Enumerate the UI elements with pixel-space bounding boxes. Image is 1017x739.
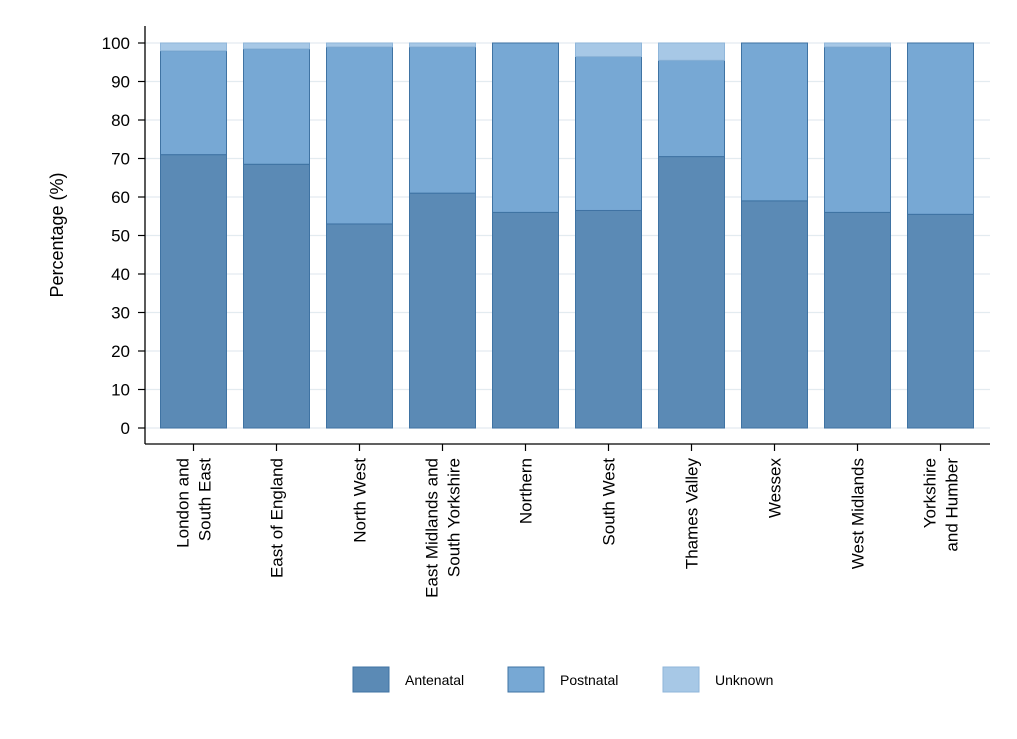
y-tick-label: 0	[121, 419, 130, 438]
bar-segment-postnatal	[243, 48, 310, 165]
bar-segment-antenatal	[824, 211, 891, 429]
y-tick-labels: 0 10 20 30 40 50 60 70 80 90 100	[102, 34, 130, 438]
bar-segment-antenatal	[907, 213, 974, 429]
bar-segment-antenatal	[492, 211, 559, 429]
bar-segment-unknown	[243, 42, 310, 50]
bar-segment-unknown	[326, 42, 393, 48]
bar-segment-antenatal	[658, 156, 725, 429]
bar-segment-postnatal	[160, 50, 227, 156]
legend-swatch-unknown	[662, 666, 700, 693]
bar-segment-antenatal	[160, 154, 227, 429]
x-category-label-line: South Yorkshire	[445, 458, 464, 577]
y-tick-label: 70	[111, 150, 130, 169]
x-category-label: Yorkshire and Humber	[921, 458, 962, 552]
y-tick-label: 80	[111, 111, 130, 130]
bar-segment-antenatal	[326, 223, 393, 429]
x-category-label: London and South East	[174, 458, 215, 548]
x-category-label: West Midlands	[849, 458, 868, 569]
bar-segment-postnatal	[575, 55, 642, 211]
y-axis-title: Percentage (%)	[47, 172, 67, 297]
y-tick-label: 90	[111, 73, 130, 92]
bar-segment-unknown	[658, 42, 725, 61]
x-category-label-line: and Humber	[943, 458, 962, 552]
y-tick-label: 20	[111, 342, 130, 361]
bar-segment-unknown	[575, 42, 642, 57]
axes	[138, 26, 990, 451]
y-tick-label: 60	[111, 188, 130, 207]
bar-segment-antenatal	[243, 163, 310, 429]
legend-swatch-postnatal	[507, 666, 545, 693]
bar-segment-postnatal	[492, 42, 559, 213]
x-category-label-line: East of England	[268, 458, 287, 578]
bar-segment-postnatal	[824, 46, 891, 213]
bar-segment-antenatal	[575, 209, 642, 429]
bars	[160, 42, 974, 429]
bar-segment-unknown	[160, 42, 227, 52]
bar-segment-postnatal	[658, 59, 725, 158]
bar-segment-postnatal	[907, 42, 974, 215]
y-tick-label: 30	[111, 304, 130, 323]
x-category-label: North West	[351, 458, 370, 543]
bar-segment-postnatal	[409, 46, 476, 194]
legend-swatch-antenatal	[352, 666, 390, 693]
bar-segment-unknown	[409, 42, 476, 48]
y-tick-label: 100	[102, 34, 130, 53]
x-category-label: Northern	[517, 458, 536, 524]
x-category-label-line: Thames Valley	[683, 458, 702, 570]
bar-segment-unknown	[824, 42, 891, 48]
x-category-label-line: East Midlands and	[423, 458, 442, 598]
y-tick-label: 40	[111, 265, 130, 284]
x-category-label-line: North West	[351, 458, 370, 543]
bar-segment-postnatal	[326, 46, 393, 225]
bar-segment-postnatal	[741, 42, 808, 202]
y-tick-label: 10	[111, 381, 130, 400]
x-category-label: Wessex	[766, 458, 785, 519]
x-category-label-line: Wessex	[766, 458, 785, 519]
x-category-label-line: London and	[174, 458, 193, 548]
legend-label-postnatal: Postnatal	[560, 672, 618, 688]
legend-label-antenatal: Antenatal	[405, 672, 464, 688]
x-category-label: South West	[600, 458, 619, 546]
x-category-label-line: South West	[600, 458, 619, 546]
x-category-label-line: Northern	[517, 458, 536, 524]
x-category-label: Thames Valley	[683, 458, 702, 570]
x-category-label-line: South East	[196, 458, 215, 541]
x-category-label: East of England	[268, 458, 287, 578]
legend: Antenatal Postnatal Unknown	[352, 666, 773, 693]
bar-segment-antenatal	[409, 192, 476, 429]
bar-segment-antenatal	[741, 200, 808, 429]
x-category-label-line: Yorkshire	[921, 458, 940, 528]
legend-label-unknown: Unknown	[715, 672, 773, 688]
x-category-label-line: West Midlands	[849, 458, 868, 569]
x-category-labels: London and South East East of England North…	[174, 458, 962, 598]
x-category-label: East Midlands and South Yorkshire	[423, 458, 464, 598]
y-tick-label: 50	[111, 227, 130, 246]
